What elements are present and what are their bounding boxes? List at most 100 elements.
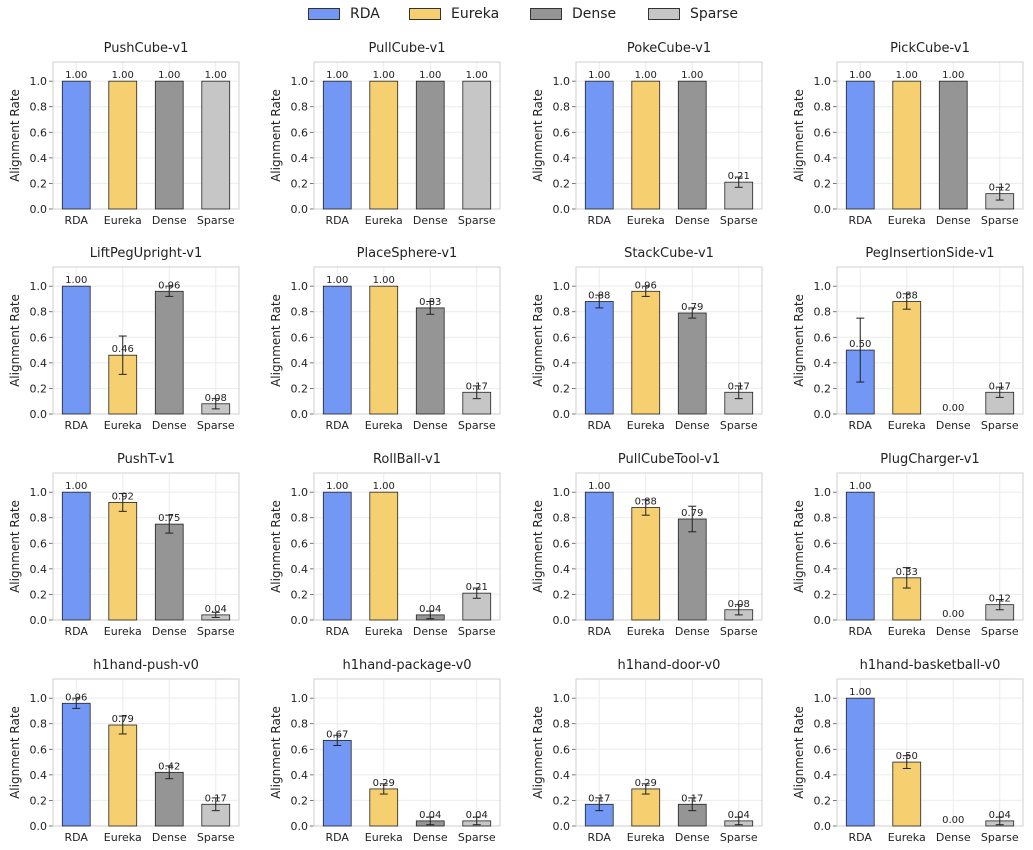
chart-7-x-tick-label-dense: Dense [675, 419, 710, 432]
chart-7-x-tick-label-rda: RDA [588, 419, 612, 432]
chart-14-plot-frame [313, 678, 501, 827]
chart-2-value-label-dense: 1.00 [419, 70, 441, 81]
chart-15-title: h1hand-door-v0 [618, 658, 721, 673]
chart-5-x-tick-label-eureka: Eureka [104, 419, 142, 432]
chart-2-bar-sparse [462, 80, 492, 210]
chart-11-bar-eureka [631, 507, 661, 621]
chart-14-bar-rda [322, 739, 352, 827]
chart-6-bar-eureka [369, 285, 399, 415]
chart-8-value-label-dense: 0.00 [942, 403, 964, 414]
chart-5-bar-dense [154, 290, 184, 415]
chart-13-bar-dense [154, 771, 184, 827]
chart-14-x-tick-label-rda: RDA [326, 831, 350, 844]
chart-10-x-tick-label-sparse: Sparse [458, 625, 496, 638]
chart-13-bar-rda [61, 702, 91, 827]
chart-7-bar-dense [677, 312, 707, 415]
chart-2-bar-eureka [369, 80, 399, 210]
chart-9-y-tick-label: 0.6 [30, 537, 48, 550]
chart-12-y-tick-label: 0.4 [814, 563, 832, 576]
chart-12-value-label-rda: 1.00 [849, 481, 871, 492]
chart-13-value-label-eureka: 0.79 [112, 714, 134, 725]
chart-10-y-tick-label: 0.8 [291, 512, 309, 525]
chart-5-value-label-rda: 1.00 [65, 275, 87, 286]
chart-4-bar-eureka [892, 80, 922, 210]
chart-16-value-label-dense: 0.00 [942, 815, 964, 826]
chart-12-value-label-eureka: 0.33 [896, 567, 918, 578]
chart-14-y-tick-label: 0.0 [291, 820, 309, 833]
chart-14-y-tick-label: 0.4 [291, 769, 309, 782]
chart-5-plot-frame [52, 266, 240, 415]
chart-12-title: PlugCharger-v1 [880, 452, 979, 467]
chart-8-y-tick-label: 0.6 [814, 331, 832, 344]
chart-6-x-tick-label-dense: Dense [413, 419, 448, 432]
chart-6-y-tick-label: 0.0 [291, 408, 309, 421]
chart-2-plot-frame [313, 61, 501, 210]
chart-16-x-tick-label-dense: Dense [936, 831, 971, 844]
chart-12-x-tick-label-eureka: Eureka [888, 625, 926, 638]
chart-8-y-tick-label: 1.0 [814, 280, 832, 293]
chart-2-bar-dense [415, 80, 445, 210]
chart-9-value-label-eureka: 0.92 [112, 491, 134, 502]
chart-2-x-tick-label-rda: RDA [326, 214, 350, 227]
chart-6-x-tick-label-rda: RDA [326, 419, 350, 432]
chart-5-y-tick-label: 0.2 [30, 382, 48, 395]
chart-14-title: h1hand-package-v0 [342, 658, 471, 673]
chart-7-x-tick-label-sparse: Sparse [720, 419, 758, 432]
chart-4-value-label-rda: 1.00 [849, 70, 871, 81]
chart-6-y-tick-label: 0.6 [291, 331, 309, 344]
chart-8-y-tick-label: 0.0 [814, 408, 832, 421]
chart-3-y-axis-label: Alignment Rate [531, 89, 545, 182]
chart-6-bar-rda [322, 285, 352, 415]
chart-11-y-tick-label: 0.0 [553, 614, 571, 627]
chart-12-value-label-sparse: 0.12 [989, 594, 1011, 605]
chart-9-y-tick-label: 0.4 [30, 563, 48, 576]
chart-16-y-tick-label: 0.6 [814, 743, 832, 756]
chart-10-bar-eureka [369, 491, 399, 621]
chart-7-y-axis-label: Alignment Rate [531, 294, 545, 387]
chart-3-bar-dense [677, 80, 707, 210]
chart-1-bar-dense [154, 80, 184, 210]
chart-5-value-label-dense: 0.96 [158, 280, 180, 291]
chart-1-bar-sparse [201, 80, 231, 210]
chart-12-y-tick-label: 0.6 [814, 537, 832, 550]
chart-15-x-tick-label-sparse: Sparse [720, 831, 758, 844]
chart-9-x-tick-label-rda: RDA [65, 625, 89, 638]
chart-16-y-tick-label: 0.0 [814, 820, 832, 833]
chart-3-y-tick-label: 1.0 [553, 75, 571, 88]
chart-13-value-label-dense: 0.42 [158, 761, 180, 772]
chart-4-x-tick-label-sparse: Sparse [981, 214, 1019, 227]
chart-11-bar-dense [677, 518, 707, 621]
chart-4-x-tick-label-eureka: Eureka [888, 214, 926, 227]
chart-8-y-tick-label: 0.8 [814, 306, 832, 319]
legend-item-dense: Dense [530, 5, 616, 23]
chart-11-y-tick-label: 0.2 [553, 588, 571, 601]
legend-swatch-rda [308, 8, 340, 20]
chart-16-y-tick-label: 0.8 [814, 718, 832, 731]
chart-7-y-tick-label: 1.0 [553, 280, 571, 293]
chart-11-plot-frame [575, 472, 763, 621]
chart-4-y-tick-label: 0.6 [814, 126, 832, 139]
chart-9-bar-eureka [108, 501, 138, 621]
chart-2-y-tick-label: 1.0 [291, 75, 309, 88]
chart-10-y-tick-label: 0.2 [291, 588, 309, 601]
chart-3-y-tick-label: 0.6 [553, 126, 571, 139]
chart-14-value-label-dense: 0.04 [419, 810, 441, 821]
chart-16-x-tick-label-sparse: Sparse [981, 831, 1019, 844]
chart-14-x-tick-label-eureka: Eureka [365, 831, 403, 844]
chart-15-value-label-rda: 0.17 [588, 793, 610, 804]
chart-11-title: PullCubeTool-v1 [618, 452, 720, 467]
chart-10-y-tick-label: 1.0 [291, 486, 309, 499]
chart-14-x-tick-label-sparse: Sparse [458, 831, 496, 844]
chart-15-value-label-dense: 0.17 [681, 793, 703, 804]
chart-6-y-tick-label: 0.4 [291, 357, 309, 370]
chart-11-y-axis-label: Alignment Rate [531, 500, 545, 593]
chart-1-x-tick-label-eureka: Eureka [104, 214, 142, 227]
chart-15-y-tick-label: 0.0 [553, 820, 571, 833]
chart-2-bar-rda [322, 80, 352, 210]
chart-13-x-tick-label-dense: Dense [152, 831, 187, 844]
chart-11-y-tick-label: 0.4 [553, 563, 571, 576]
chart-9-x-tick-label-sparse: Sparse [197, 625, 235, 638]
chart-2-y-tick-label: 0.0 [291, 203, 309, 216]
chart-13-plot-frame [52, 678, 240, 827]
chart-5-y-tick-label: 0.8 [30, 306, 48, 319]
